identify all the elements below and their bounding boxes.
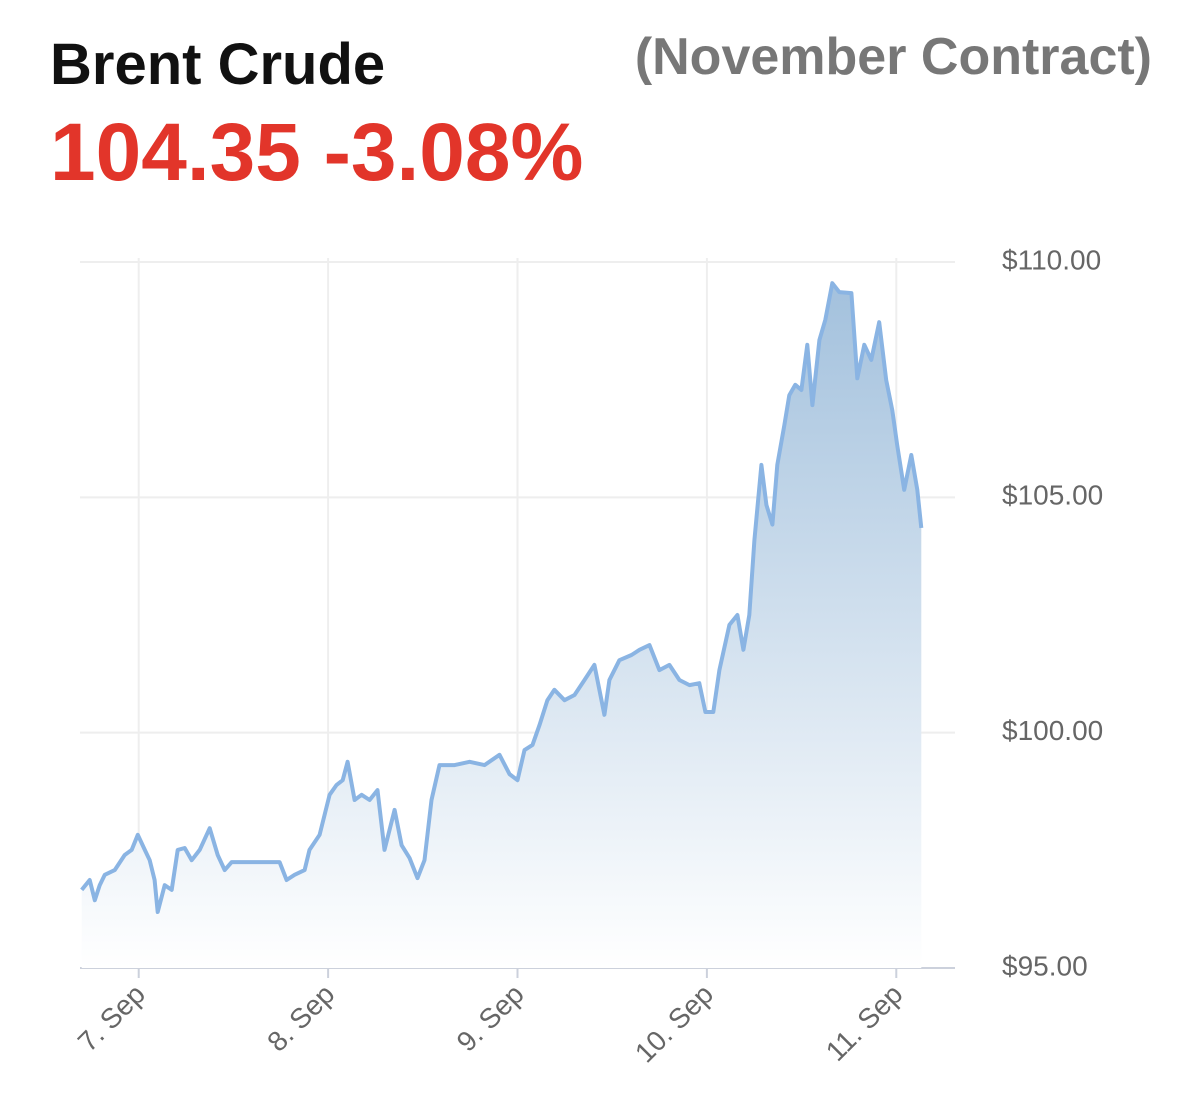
x-tick-label: 9. Sep [451,978,530,1057]
change: -3.08% [324,107,584,198]
y-tick-label: $95.00 [1002,950,1088,981]
area-fill [81,283,922,968]
y-tick-label: $110.00 [1002,244,1101,275]
price: 104.35 [50,107,301,198]
y-tick-label: $105.00 [1002,480,1103,511]
price-change: 104.35 -3.08% [50,107,583,198]
x-tick-label: 11. Sep [820,978,909,1067]
x-tick-label: 7. Sep [72,978,151,1057]
x-tick-label: 10. Sep [629,978,719,1068]
price-line [80,281,924,914]
chart-subtitle: (November Contract) [635,28,1152,86]
x-tick-label: 8. Sep [261,978,340,1057]
y-tick-label: $100.00 [1002,715,1103,746]
chart-title: Brent Crude [50,32,385,97]
